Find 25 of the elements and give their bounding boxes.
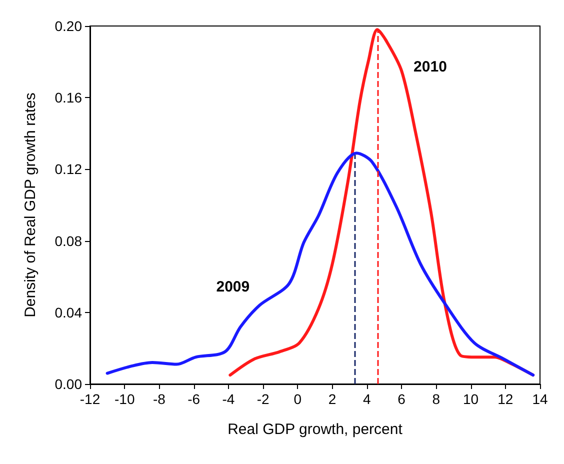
x-tick-label: 12 [498,391,514,407]
y-tick-label: 0.20 [54,18,82,34]
x-tick-label: -12 [80,391,100,407]
x-tick-label: -4 [222,391,235,407]
x-tick-label: -8 [153,391,166,407]
y-tick-label: 0.16 [54,90,82,106]
x-tick-label: 6 [398,391,406,407]
y-tick-label: 0.00 [54,376,82,392]
x-tick-label: 2 [328,391,336,407]
y-tick-label: 0.12 [54,161,82,178]
y-axis-title: Density of Real GDP growth rates [22,92,39,318]
y-tick-label: 0.04 [54,304,82,320]
x-tick-label: -10 [114,391,135,407]
series-label: 2010 [414,58,447,76]
line-series [106,152,535,377]
x-tick-label: 4 [363,391,372,407]
x-tick-label: 10 [462,391,479,407]
y-tick-label: 0.08 [54,232,82,249]
x-axis-title: Real GDP growth, percent [228,421,404,438]
series-label: 2009 [216,278,250,296]
x-tick-label: -2 [256,391,270,407]
x-tick-label: 0 [294,391,302,407]
x-tick-label: 8 [432,391,440,407]
x-tick-label: 14 [532,391,548,407]
x-tick-label: -6 [188,391,200,407]
